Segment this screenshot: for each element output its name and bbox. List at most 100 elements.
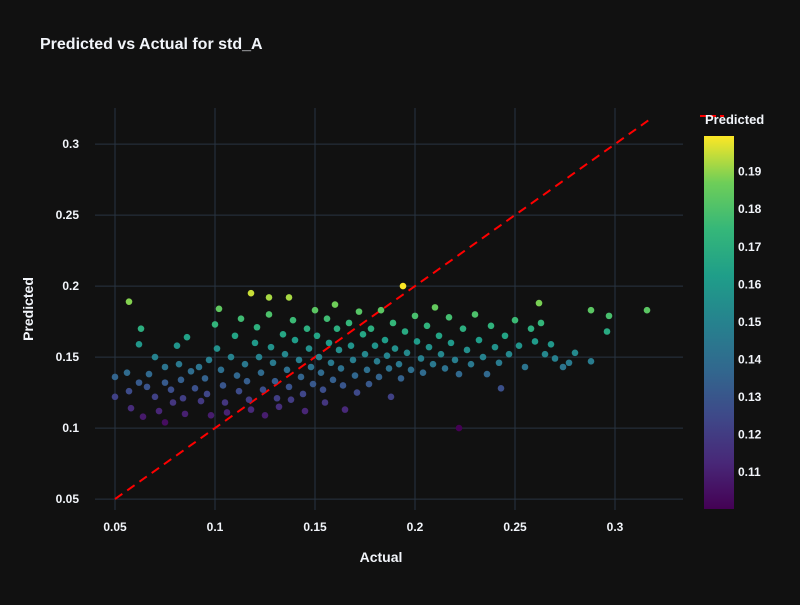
data-point xyxy=(349,356,357,364)
data-point xyxy=(313,332,321,340)
data-point xyxy=(319,386,327,394)
x-tick-label: 0.25 xyxy=(503,520,527,534)
data-point xyxy=(527,325,535,332)
data-point xyxy=(347,342,355,350)
data-point xyxy=(125,298,133,305)
data-point xyxy=(177,376,185,384)
data-point xyxy=(341,406,349,413)
data-point xyxy=(365,380,373,388)
data-point xyxy=(175,360,183,368)
data-point xyxy=(419,369,427,376)
data-point xyxy=(253,323,261,331)
data-point xyxy=(423,322,431,330)
y-axis-label: Predicted xyxy=(20,277,36,341)
data-point xyxy=(437,350,445,358)
data-point xyxy=(315,353,323,361)
y-tick-label: 0.1 xyxy=(62,421,79,435)
data-point xyxy=(271,377,279,385)
data-point xyxy=(135,379,143,386)
data-point xyxy=(403,349,411,357)
data-point xyxy=(231,332,239,340)
data-point xyxy=(289,316,297,324)
data-point xyxy=(475,336,483,344)
data-point xyxy=(537,319,545,327)
data-point xyxy=(265,294,273,301)
data-point xyxy=(435,332,443,340)
data-point xyxy=(279,331,287,338)
colorbar-tick-label: 0.15 xyxy=(738,315,762,329)
data-point xyxy=(305,345,313,352)
data-point xyxy=(143,383,151,391)
data-point xyxy=(227,353,235,361)
data-point xyxy=(587,358,595,365)
data-point xyxy=(387,393,395,401)
data-point xyxy=(237,315,245,323)
data-point xyxy=(307,363,315,371)
data-point xyxy=(375,373,383,381)
data-point xyxy=(367,325,375,332)
data-point xyxy=(355,308,363,315)
y-tick-label: 0.15 xyxy=(56,350,80,364)
data-point xyxy=(127,404,135,412)
data-point xyxy=(125,387,133,395)
data-point xyxy=(643,306,651,314)
colorbar-tick-label: 0.14 xyxy=(738,352,762,366)
data-point xyxy=(243,377,251,385)
data-point xyxy=(495,359,503,367)
y-tick-label: 0.2 xyxy=(62,279,79,293)
data-point xyxy=(317,369,325,376)
data-point xyxy=(111,393,119,401)
data-point xyxy=(251,339,259,347)
data-point xyxy=(401,328,409,335)
data-point xyxy=(195,363,203,371)
data-point xyxy=(321,399,329,406)
data-point xyxy=(309,380,317,388)
data-point xyxy=(483,370,491,378)
data-point xyxy=(397,375,405,382)
y-tick-label: 0.25 xyxy=(56,208,80,222)
data-point xyxy=(241,360,249,368)
legend[interactable]: Predicted xyxy=(700,112,764,127)
colorbar-tick-label: 0.17 xyxy=(738,240,762,254)
data-point xyxy=(391,345,399,352)
data-point xyxy=(173,342,181,350)
data-point xyxy=(325,339,333,347)
data-point xyxy=(565,359,573,367)
data-point xyxy=(219,382,227,389)
colorbar-tick-label: 0.19 xyxy=(738,165,762,179)
data-point xyxy=(217,366,225,374)
data-point xyxy=(179,394,187,402)
data-point xyxy=(541,350,549,358)
data-point xyxy=(353,389,361,396)
x-tick-label: 0.3 xyxy=(607,520,624,534)
data-point xyxy=(261,411,269,419)
data-point xyxy=(137,325,145,332)
y-tick-label: 0.3 xyxy=(62,137,79,151)
data-point xyxy=(535,299,543,307)
data-point xyxy=(323,315,331,323)
data-point xyxy=(413,338,421,345)
data-point xyxy=(491,343,499,351)
data-point xyxy=(487,322,495,330)
data-point xyxy=(333,325,341,332)
data-point xyxy=(511,316,519,324)
data-point xyxy=(301,407,309,415)
data-point xyxy=(267,343,275,351)
chart-title: Predicted vs Actual for std_A xyxy=(40,36,263,53)
grid xyxy=(95,108,683,510)
data-point xyxy=(431,304,439,311)
data-point xyxy=(399,282,407,290)
data-point xyxy=(281,350,289,358)
data-point xyxy=(377,306,385,314)
data-point xyxy=(303,325,311,332)
data-point xyxy=(359,331,367,338)
data-point xyxy=(559,363,567,371)
data-point xyxy=(111,373,119,381)
colorbar-tick-label: 0.12 xyxy=(738,428,762,442)
data-point xyxy=(505,350,513,358)
data-point xyxy=(151,393,159,401)
data-point xyxy=(247,289,255,297)
data-point xyxy=(207,411,215,419)
data-points xyxy=(111,282,651,432)
data-point xyxy=(479,353,487,361)
